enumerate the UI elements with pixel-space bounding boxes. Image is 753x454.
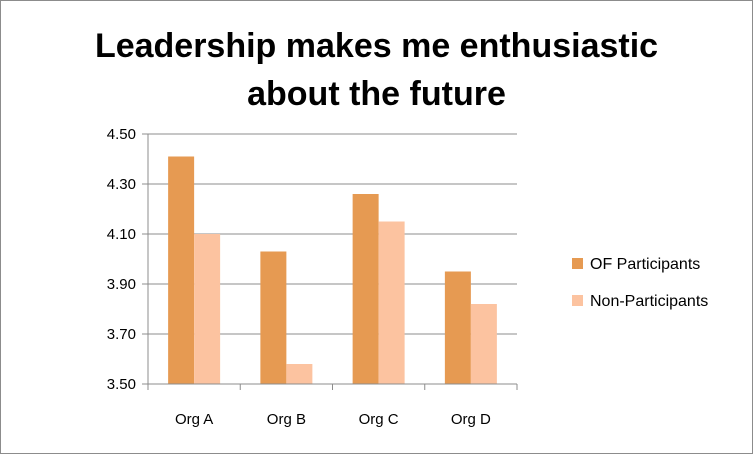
chart-title: Leadership makes me enthusiastic about t… — [0, 22, 753, 118]
chart-title-line-2: about the future — [247, 75, 506, 113]
y-tick-label: 3.50 — [107, 376, 136, 393]
x-axis: Org A Org B Org C Org D — [142, 383, 518, 428]
legend-swatch — [572, 258, 583, 269]
bar-of-participants-org-d — [444, 271, 471, 384]
y-axis: 3.50 3.70 3.90 4.10 4.30 4.50 — [107, 126, 149, 393]
x-tick-label: Org B — [267, 411, 306, 428]
y-tick-label: 4.30 — [107, 176, 136, 193]
bar-non-participants-org-d — [470, 304, 497, 384]
legend: OF Participants Non-Participants — [572, 256, 708, 310]
y-tick-label: 4.10 — [107, 226, 136, 243]
bar-non-participants-org-b — [286, 364, 313, 384]
legend-swatch — [572, 295, 583, 306]
legend-label: OF Participants — [590, 256, 700, 273]
bar-of-participants-org-a — [168, 156, 195, 384]
bar-of-participants-org-c — [352, 194, 379, 384]
bar-non-participants-org-a — [194, 234, 221, 384]
bar-non-participants-org-c — [378, 221, 405, 384]
y-tick-label: 3.70 — [107, 326, 136, 343]
y-tick-label: 3.90 — [107, 276, 136, 293]
bar-of-participants-org-b — [260, 251, 287, 384]
chart-title-line-1: Leadership makes me enthusiastic — [94, 27, 659, 65]
bars — [168, 156, 497, 384]
x-tick-label: Org D — [451, 411, 491, 428]
legend-label: Non-Participants — [590, 293, 708, 310]
x-tick-label: Org C — [359, 411, 399, 428]
x-tick-label: Org A — [175, 411, 213, 428]
y-tick-label: 4.50 — [107, 126, 136, 143]
